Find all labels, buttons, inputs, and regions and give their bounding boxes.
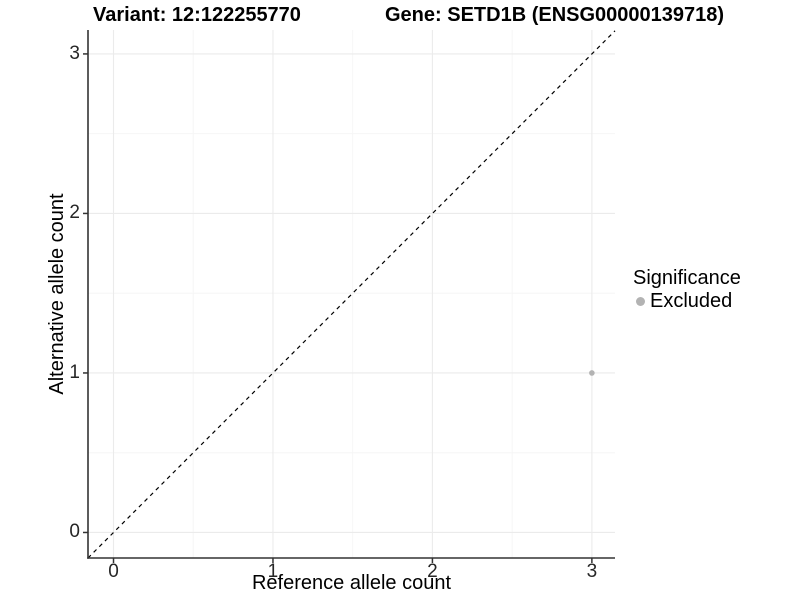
- legend-point-icon: [636, 296, 645, 306]
- data-point-excluded: [589, 370, 595, 376]
- x-tick-label-3: 3: [586, 561, 598, 582]
- title-gene: Gene: SETD1B (ENSG00000139718): [385, 4, 725, 26]
- title-variant: Variant: 12:122255770: [93, 4, 301, 26]
- x-tick-label-1: 1: [267, 561, 279, 582]
- y-axis-title: Alternative allele count: [46, 193, 68, 395]
- legend-title: Significance: [633, 267, 741, 289]
- legend: Significance Excluded: [633, 267, 741, 312]
- y-tick-label-3: 3: [69, 42, 80, 64]
- x-tick-label-0: 0: [108, 561, 119, 582]
- y-tick-label-2: 2: [69, 202, 80, 224]
- y-tick-label-0: 0: [69, 521, 80, 543]
- y-tick-label-1: 1: [69, 361, 80, 383]
- legend-item: Excluded: [633, 290, 741, 312]
- legend-item-label: Excluded: [650, 290, 733, 312]
- identity-reference-line: [87, 30, 616, 559]
- x-axis-title: Reference allele count: [251, 572, 451, 594]
- x-tick-label-2: 2: [427, 561, 438, 582]
